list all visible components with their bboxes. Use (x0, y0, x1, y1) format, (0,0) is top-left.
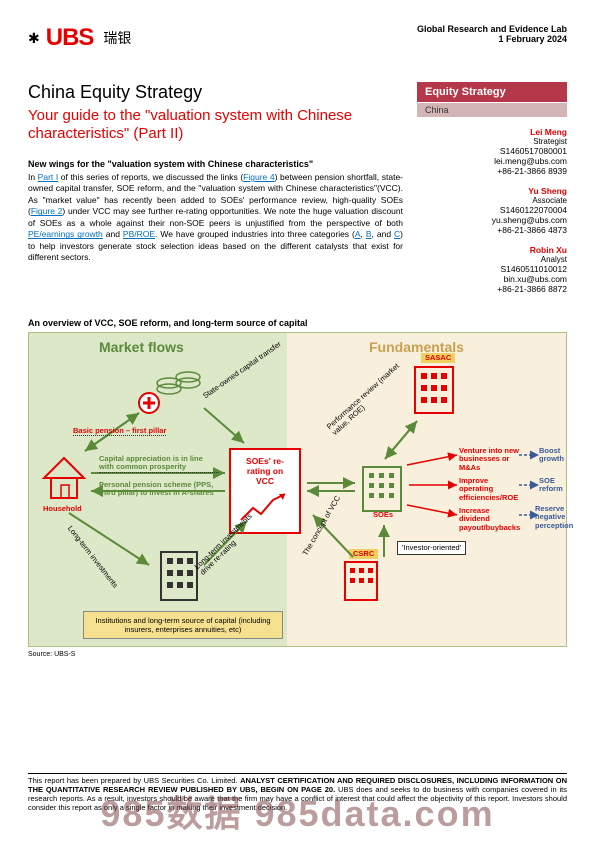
household-label: Household (43, 505, 82, 513)
soe-reform-label: SOE reform (539, 477, 573, 494)
page-subtitle: Your guide to the "valuation system with… (28, 107, 403, 143)
center-title: SOEs' re-rating on VCC (237, 456, 293, 486)
building-icon (157, 548, 201, 603)
section-heading: New wings for the "valuation system with… (28, 159, 403, 169)
boost-label: Boost growth (539, 447, 573, 464)
analyst-email: yu.sheng@ubs.com (417, 215, 567, 225)
diagram-source: Source: UBS-S (28, 651, 567, 658)
investor-label: 'Investor-oriented' (397, 541, 466, 555)
analyst-block-0: Lei Meng Strategist S1460517080001 lei.m… (417, 127, 567, 176)
link-fig2[interactable]: Figure 2 (31, 206, 63, 216)
analyst-role: Associate (417, 196, 567, 205)
market-flows-label: Market flows (99, 339, 184, 355)
reserve-label: Reserve negative perception (535, 505, 575, 530)
link-fig4[interactable]: Figure 4 (243, 172, 274, 182)
analyst-id: S1460122070004 (417, 205, 567, 215)
watermark: 985数据 985data.com (100, 785, 494, 837)
main-column: China Equity Strategy Your guide to the … (28, 82, 403, 304)
link-pb[interactable]: PB/ROE (123, 229, 155, 239)
analyst-role: Analyst (417, 255, 567, 264)
basic-pension-label: Basic pension – first pillar (73, 427, 166, 436)
capital-appr-label: Capital appreciation is in line with com… (99, 455, 219, 473)
soes-label: SOEs (373, 511, 393, 519)
analyst-name: Yu Sheng (417, 186, 567, 196)
sidebar: Equity Strategy China Lei Meng Strategis… (417, 82, 567, 304)
tag-china: China (417, 103, 567, 117)
header-meta: Global Research and Evidence Lab 1 Febru… (417, 24, 567, 44)
logo-keys-icon: ✱ (28, 30, 40, 47)
analyst-role: Strategist (417, 137, 567, 146)
analyst-name: Robin Xu (417, 245, 567, 255)
lab-name: Global Research and Evidence Lab (417, 24, 567, 34)
analyst-block-1: Yu Sheng Associate S1460122070004 yu.she… (417, 186, 567, 235)
link-part1[interactable]: Part I (38, 172, 59, 182)
analyst-name: Lei Meng (417, 127, 567, 137)
analyst-id: S1460511010012 (417, 264, 567, 274)
improve-label: Improve operating efficiencies/ROE (459, 477, 521, 502)
analyst-block-2: Robin Xu Analyst S1460511010012 bin.xu@u… (417, 245, 567, 294)
page-title: China Equity Strategy (28, 82, 403, 103)
analyst-email: bin.xu@ubs.com (417, 274, 567, 284)
venture-label: Venture into new businesses or M&As (459, 447, 521, 472)
analyst-phone: +86-21-3866 4873 (417, 225, 567, 235)
institutions-box: Institutions and long-term source of cap… (83, 611, 283, 639)
analyst-phone: +86-21-3866 8939 (417, 166, 567, 176)
body-paragraph: In Part I of this series of reports, we … (28, 172, 403, 264)
increase-label: Increase dividend payout/buybacks (459, 507, 521, 532)
analyst-phone: +86-21-3866 8872 (417, 284, 567, 294)
diagram-title: An overview of VCC, SOE reform, and long… (28, 318, 567, 328)
sasac-label: SASAC (421, 353, 455, 363)
plus-icon (137, 391, 161, 415)
csrc-label: CSRC (349, 549, 378, 559)
analyst-id: S1460517080001 (417, 146, 567, 156)
tag-equity-strategy: Equity Strategy (417, 82, 567, 102)
overview-diagram: Market flows Fundamentals Household (28, 332, 567, 647)
soes-building-icon (359, 463, 405, 513)
sasac-building-icon (409, 361, 459, 416)
house-icon (39, 453, 89, 503)
csrc-building-icon (341, 558, 381, 602)
analyst-email: lei.meng@ubs.com (417, 156, 567, 166)
link-pe[interactable]: PE/earnings growth (28, 229, 103, 239)
report-date: 1 February 2024 (417, 34, 567, 44)
logo-text: UBS (46, 24, 94, 52)
coins-icon (154, 363, 204, 403)
pps-label: Personal pension scheme (PPS, third pill… (99, 481, 219, 498)
logo-cn: 瑞银 (103, 28, 131, 48)
logo: ✱ UBS 瑞银 (28, 24, 131, 52)
page-header: ✱ UBS 瑞银 Global Research and Evidence La… (28, 24, 567, 52)
